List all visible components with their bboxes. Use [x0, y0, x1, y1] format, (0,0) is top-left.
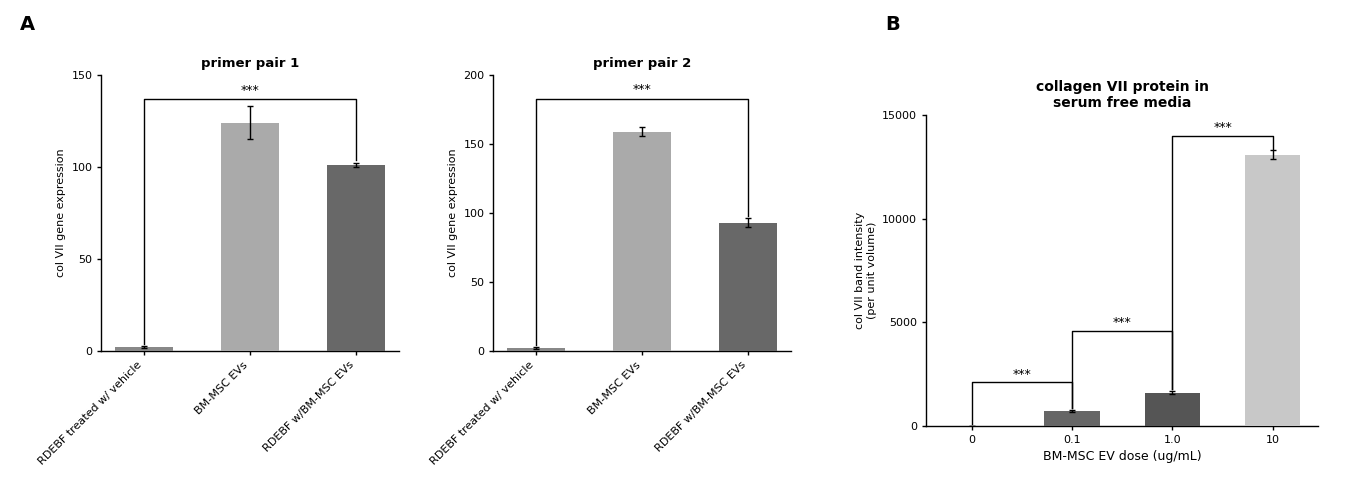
Title: primer pair 2: primer pair 2 — [594, 57, 691, 70]
Y-axis label: col VII gene expression: col VII gene expression — [55, 149, 66, 277]
Text: A: A — [20, 15, 35, 34]
Y-axis label: col VII band intensity
(per unit volume): col VII band intensity (per unit volume) — [854, 212, 876, 329]
Text: ***: *** — [1213, 121, 1232, 134]
X-axis label: BM-MSC EV dose (ug/mL): BM-MSC EV dose (ug/mL) — [1042, 450, 1202, 463]
Text: ***: *** — [1013, 368, 1032, 381]
Text: ***: *** — [633, 83, 652, 96]
Bar — [1145, 393, 1201, 426]
Bar — [1245, 155, 1301, 426]
Bar — [327, 165, 385, 351]
Y-axis label: col VII gene expression: col VII gene expression — [448, 149, 458, 277]
Bar — [115, 347, 173, 351]
Text: ***: *** — [1113, 316, 1132, 329]
Bar — [612, 132, 672, 351]
Bar — [719, 222, 777, 351]
Title: collagen VII protein in
serum free media: collagen VII protein in serum free media — [1036, 80, 1209, 110]
Title: primer pair 1: primer pair 1 — [201, 57, 299, 70]
Text: ***: *** — [241, 84, 260, 97]
Bar — [220, 123, 280, 351]
Bar — [507, 348, 565, 351]
Bar — [1044, 411, 1099, 426]
Text: B: B — [886, 15, 900, 34]
